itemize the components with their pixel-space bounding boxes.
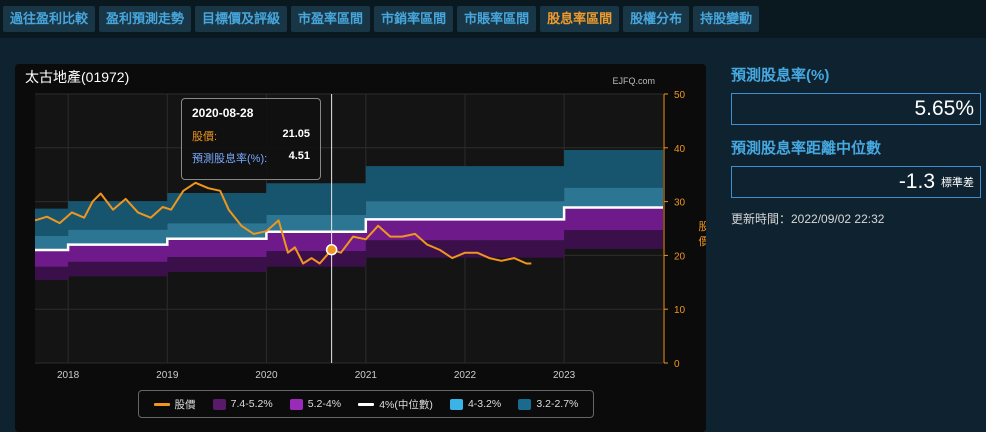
price-line xyxy=(34,181,532,265)
y-tick-label: 50 xyxy=(674,90,686,101)
y-tick-label: 10 xyxy=(674,305,686,316)
x-tick-label: 2018 xyxy=(57,370,80,381)
tab-shareholding-distribution[interactable]: 股權分布 xyxy=(623,6,690,32)
tab-holding-changes[interactable]: 持股變動 xyxy=(693,6,760,32)
chart-title: 太古地產(01972) xyxy=(25,69,129,85)
chart-watermark: EJFQ.com xyxy=(612,76,655,86)
deviation-title: 預測股息率距離中位數 xyxy=(731,140,882,157)
band-4-3-2 xyxy=(35,187,663,250)
legend-marker-band-5-2-4 xyxy=(289,398,303,410)
tooltip-price-label: 股價: xyxy=(192,131,218,143)
legend-marker-median xyxy=(358,402,375,406)
band-3-2-2-7 xyxy=(35,150,663,236)
deviation-box: -1.3 標準差 xyxy=(731,166,981,198)
update-time: 更新時間：2022/09/02 22:32 xyxy=(731,212,885,226)
legend-item-band-4-3-2[interactable]: 4-3.2% xyxy=(449,398,502,410)
chart-tooltip: 2020-08-28 股價: 21.05 預測股息率(%): 4.51 xyxy=(181,98,321,180)
x-tick-label: 2023 xyxy=(553,370,576,381)
deviation-value: -1.3 xyxy=(898,170,935,193)
y-tick-label: 20 xyxy=(674,251,686,262)
tab-pe-range[interactable]: 市盈率區間 xyxy=(291,6,371,32)
tooltip-yield-row: 預測股息率(%): 4.51 xyxy=(192,150,310,166)
tab-past-earnings[interactable]: 過往盈利比較 xyxy=(3,6,96,32)
legend-item-median[interactable]: 4%(中位數) xyxy=(358,397,433,412)
crosshair-marker xyxy=(325,244,338,256)
tooltip-yield-value: 4.51 xyxy=(288,150,310,162)
y-tick-label: 0 xyxy=(674,359,680,370)
x-tick-label: 2019 xyxy=(156,370,179,381)
legend-label-median: 4%(中位數) xyxy=(379,398,433,411)
tab-target-price-rating[interactable]: 目標價及評級 xyxy=(195,6,288,32)
legend-item-band-3-2-2-7[interactable]: 3.2-2.7% xyxy=(518,398,578,410)
y-axis-label-char-2: 價 xyxy=(699,234,707,248)
legend-item-price[interactable]: 股價 xyxy=(153,397,196,412)
legend-marker-band-3-2-2-7 xyxy=(518,398,532,410)
forecast-yield-title: 預測股息率(%) xyxy=(731,67,830,84)
chart-panel: 0 10 20 30 40 50 2018 2019 2020 2021 2022 2023 太古地產(… xyxy=(15,64,706,432)
chart-legend: 股價 7.4-5.2% 5.2-4% 4%(中位數) 4-3.2% 3.2-2.… xyxy=(138,390,594,418)
band-7-4-5-2 xyxy=(35,230,663,281)
legend-label-band-3-2-2-7: 3.2-2.7% xyxy=(536,398,579,410)
tab-ps-range[interactable]: 市銷率區間 xyxy=(374,6,454,32)
legend-label-price: 股價 xyxy=(174,398,196,411)
dividend-yield-band-chart: 0 10 20 30 40 50 2018 2019 2020 2021 2022 2023 太古地產(… xyxy=(25,69,707,381)
legend-marker-price xyxy=(153,402,170,406)
legend-item-band-7-4-5-2[interactable]: 7.4-5.2% xyxy=(212,398,273,410)
legend-marker-band-4-3-2 xyxy=(449,398,463,410)
y-axis-label-char-1: 股 xyxy=(699,220,707,233)
legend-label-band-4-3-2: 4-3.2% xyxy=(467,398,502,410)
x-tick-label: 2021 xyxy=(355,370,378,381)
tab-bar: 過往盈利比較 盈利預測走勢 目標價及評級 市盈率區間 市銷率區間 市賬率區間 股… xyxy=(0,0,986,38)
tooltip-yield-label: 預測股息率(%): xyxy=(192,153,268,165)
band-5-2-4 xyxy=(35,207,663,267)
tooltip-price-row: 股價: 21.05 xyxy=(192,128,310,144)
legend-marker-band-7-4-5-2 xyxy=(212,398,226,410)
tab-dividend-yield-range[interactable]: 股息率區間 xyxy=(540,6,620,32)
tooltip-date: 2020-08-28 xyxy=(192,106,254,120)
tooltip-price-value: 21.05 xyxy=(282,128,310,140)
legend-label-band-7-4-5-2: 7.4-5.2% xyxy=(230,398,273,410)
legend-item-band-5-2-4[interactable]: 5.2-4% xyxy=(289,398,342,410)
y-tick-label: 30 xyxy=(674,198,686,209)
forecast-yield-box: 5.65% xyxy=(731,93,981,125)
y-tick-label: 40 xyxy=(674,144,686,155)
tab-earnings-forecast[interactable]: 盈利預測走勢 xyxy=(99,6,192,32)
x-tick-label: 2022 xyxy=(454,370,477,381)
deviation-unit: 標準差 xyxy=(941,177,974,189)
x-tick-label: 2020 xyxy=(255,370,278,381)
forecast-yield-value: 5.65% xyxy=(914,97,974,120)
tab-pb-range[interactable]: 市賬率區間 xyxy=(457,6,537,32)
legend-label-band-5-2-4: 5.2-4% xyxy=(307,398,342,410)
side-panel: 預測股息率(%) 5.65% 預測股息率距離中位數 -1.3 標準差 更新時間：… xyxy=(731,64,981,227)
